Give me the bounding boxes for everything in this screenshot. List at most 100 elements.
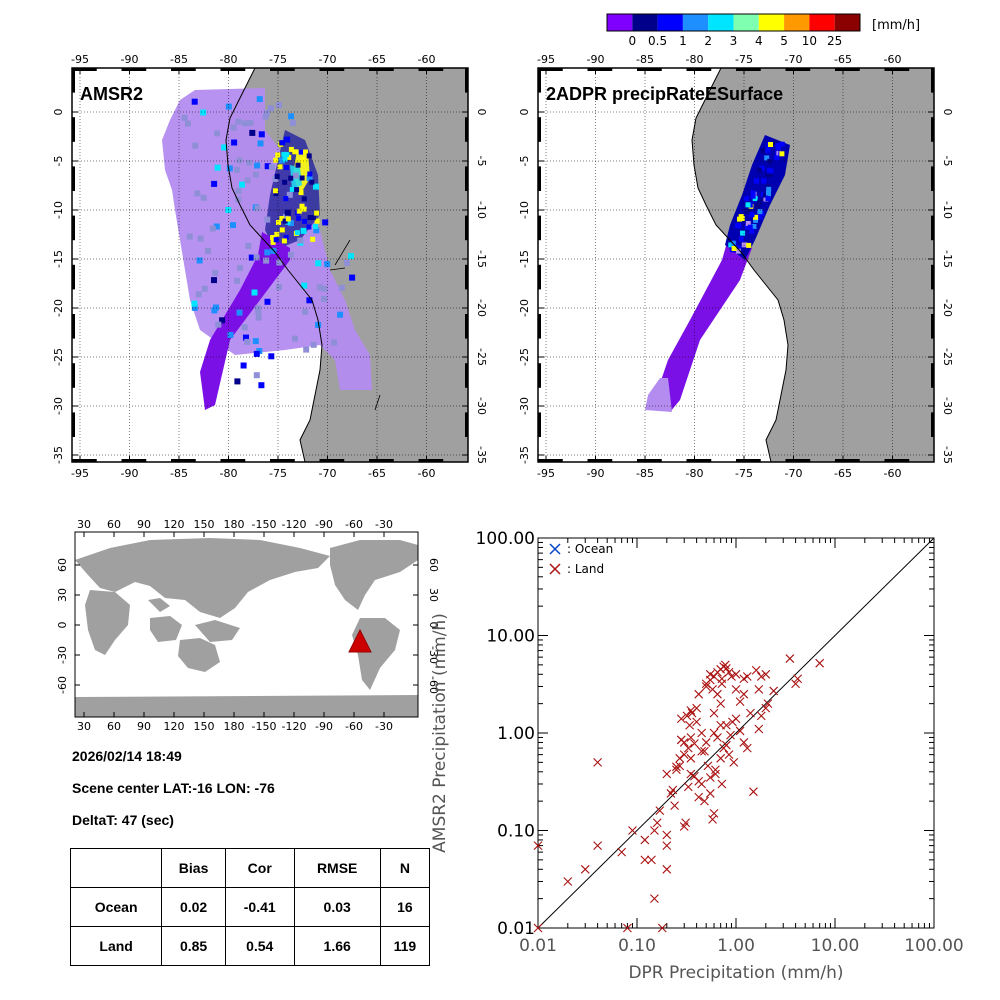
precip-pixel — [281, 238, 287, 244]
lon-tick-label: -95 — [71, 467, 89, 480]
precip-pixel — [295, 162, 301, 168]
y-tick-label: 10.00 — [486, 627, 535, 647]
scatter-point — [711, 769, 720, 779]
scatter-point — [739, 738, 749, 747]
border-ladder — [121, 459, 147, 462]
scatter-point — [694, 776, 704, 786]
x-tick-label: 0.10 — [618, 936, 656, 956]
precip-pixel — [256, 96, 263, 103]
precip-pixel — [262, 113, 269, 120]
precip-pixel — [750, 193, 756, 199]
border-ladder — [538, 68, 563, 71]
colorbar-swatch — [733, 14, 759, 31]
border-ladder — [369, 68, 394, 71]
precip-pixel — [264, 163, 271, 170]
precip-pixel — [749, 228, 755, 234]
scatter-point — [769, 686, 779, 696]
precip-pixel — [255, 309, 262, 316]
precip-pixel — [277, 164, 283, 170]
world-lat-label: 0 — [427, 622, 440, 629]
scene-center: Scene center LAT:-16 LON: -76 — [72, 780, 275, 796]
precip-pixel — [310, 341, 317, 348]
border-ladder — [465, 68, 468, 93]
precip-pixel — [740, 230, 746, 236]
legend-marker — [549, 543, 561, 555]
colorbar-label: 4 — [755, 34, 763, 48]
precip-pixel — [315, 321, 322, 328]
scatter-point — [793, 674, 803, 684]
border-ladder — [835, 68, 860, 71]
scatter-point — [726, 730, 735, 740]
border-ladder — [931, 264, 934, 290]
scatter-point — [785, 654, 795, 663]
scatter-point — [716, 753, 726, 763]
precip-pixel — [313, 183, 319, 190]
precip-pixel — [299, 203, 305, 209]
lat-tick-label: 0 — [475, 109, 488, 116]
stats-cell: 119 — [379, 926, 431, 966]
precip-pixel — [299, 175, 305, 181]
precip-pixel — [281, 151, 287, 157]
precip-pixel — [276, 220, 281, 225]
scatter-ylabel: AMSR2 Precipitation (mm/h) — [430, 613, 450, 853]
scatter-point — [628, 826, 637, 835]
world-lon-label: 90 — [137, 518, 151, 531]
lat-tick-label: -35 — [475, 446, 488, 464]
precip-pixel — [753, 217, 759, 223]
precip-pixel — [301, 196, 307, 202]
scatter-point — [701, 679, 711, 689]
precip-pixel — [297, 237, 304, 244]
lon-tick-label: -70 — [785, 53, 803, 66]
border-ladder — [931, 117, 934, 142]
scatter-plot: 0.010.01 0.10 0.10 1.00 1.00 10.00 10.00 100.00… — [430, 529, 964, 983]
scatter-point — [675, 753, 685, 763]
precip-pixel — [761, 178, 767, 184]
precip-pixel — [754, 178, 759, 184]
precip-pixel — [739, 236, 745, 242]
scatter-point — [593, 841, 602, 850]
precip-pixel — [191, 98, 198, 105]
world-lon-label: -120 — [282, 518, 307, 531]
scatter-points — [533, 654, 825, 933]
precip-pixel — [227, 331, 234, 338]
legend-label: : Land — [567, 562, 604, 576]
scatter-point — [692, 717, 701, 727]
stats-header-cell: RMSE — [293, 848, 381, 888]
precip-pixel — [306, 153, 312, 159]
precip-pixel — [257, 140, 264, 147]
lat-tick-label: -10 — [518, 201, 531, 219]
precip-pixel — [264, 249, 271, 256]
scatter-point — [742, 672, 752, 681]
precip-pixel — [288, 175, 294, 181]
precip-pixel — [302, 308, 309, 315]
precip-pixel — [310, 215, 316, 221]
precip-pixel — [273, 157, 279, 163]
precip-pixel — [348, 253, 354, 260]
border-ladder — [121, 68, 147, 71]
precip-pixel — [283, 234, 289, 240]
scatter-point — [675, 761, 685, 771]
scatter-point — [709, 808, 719, 818]
precip-pixel — [282, 179, 288, 185]
lat-tick-label: -25 — [475, 348, 488, 366]
stats-header-cell: Bias — [161, 848, 226, 888]
lat-tick-label: -5 — [941, 156, 954, 167]
precip-pixel — [239, 181, 246, 188]
border-ladder — [637, 68, 662, 71]
lon-tick-label: -70 — [319, 53, 337, 66]
scatter-point — [686, 733, 696, 742]
precip-pixel — [253, 350, 260, 357]
stats-row-land: Land 0.85 0.54 1.66 119 — [69, 926, 431, 966]
precip-pixel — [268, 353, 275, 360]
border-ladder — [418, 68, 444, 71]
precip-pixel — [213, 304, 219, 311]
scatter-point — [694, 689, 704, 699]
world-lon-label: 120 — [164, 720, 185, 733]
scatter-point — [728, 717, 737, 727]
border-ladder — [465, 412, 468, 437]
lat-tick-label: -35 — [518, 446, 531, 464]
stats-cell: 1.66 — [293, 926, 381, 966]
precip-pixel — [313, 227, 320, 234]
colorbar-label: 25 — [827, 34, 842, 48]
precip-pixel — [771, 140, 777, 146]
